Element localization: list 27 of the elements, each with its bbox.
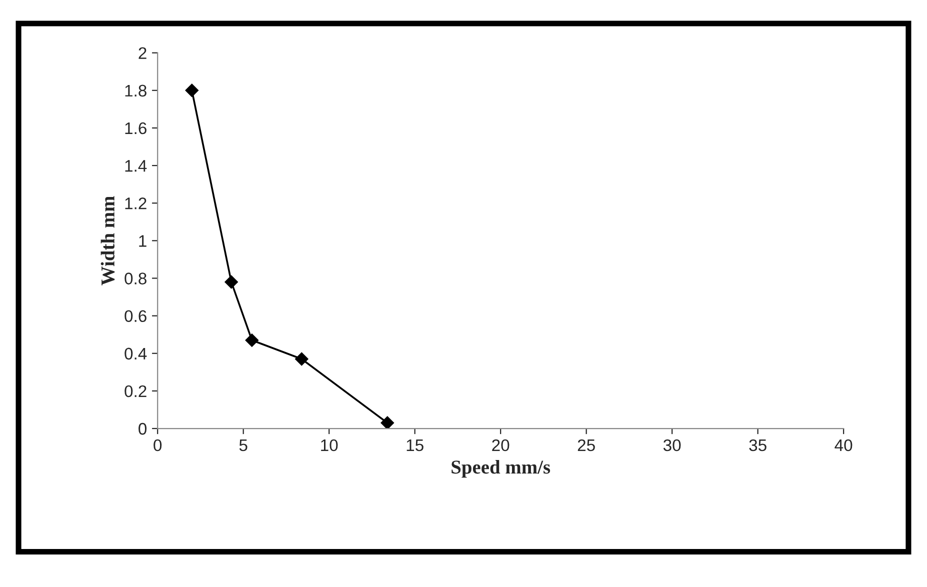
- x-tick-label: 5: [239, 440, 248, 452]
- point: [380, 416, 394, 429]
- y-axis-title: Width mm: [100, 196, 115, 286]
- y-tick-label: 0.6: [124, 310, 146, 322]
- y-tick-label: 0.8: [124, 272, 146, 284]
- y-tick-label: 1.4: [125, 160, 147, 172]
- y-tick-label: 1.2: [125, 198, 146, 210]
- x-tick-label: 40: [834, 439, 852, 452]
- x-tick-label: 30: [663, 439, 681, 452]
- x-tick-label: 15: [406, 440, 424, 452]
- x-axis-title: Speed mm/s: [452, 460, 550, 478]
- point: [224, 275, 238, 289]
- y-tick-label: 1.6: [125, 122, 146, 134]
- y-tick-label: 1.8: [125, 84, 146, 97]
- x-tick-label: 20: [492, 439, 510, 452]
- y-tick-label: 0.2: [124, 385, 146, 398]
- x-tick-label: 0: [154, 439, 162, 452]
- y-tick-label: 0.4: [124, 348, 147, 360]
- point: [295, 352, 308, 366]
- point: [185, 84, 198, 97]
- x-tick-label: 10: [321, 439, 338, 452]
- y-tick-label: 1: [139, 235, 146, 247]
- x-tick-label: 35: [749, 439, 766, 452]
- point: [245, 334, 258, 347]
- y-tick-label: 2: [138, 47, 146, 59]
- x-tick-label: 25: [578, 439, 595, 452]
- y-tick-label: 0: [138, 422, 147, 435]
